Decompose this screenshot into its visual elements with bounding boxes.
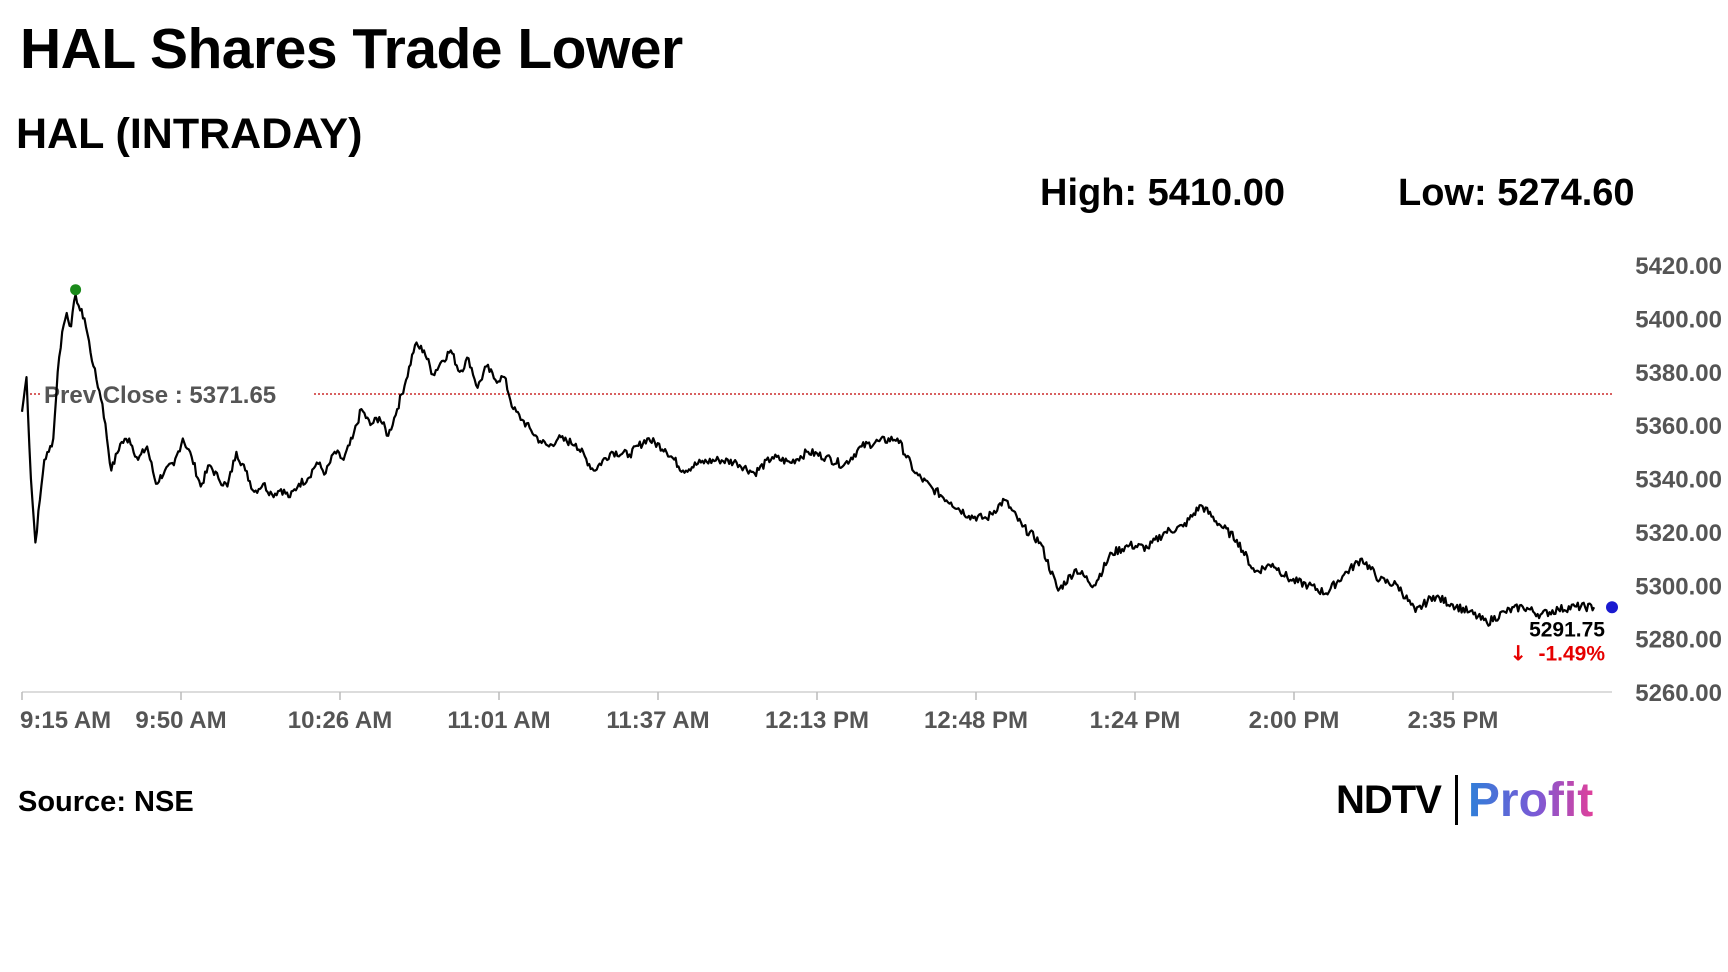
prev-close-label-bg — [40, 378, 312, 411]
x-tick-label: 11:01 AM — [447, 707, 550, 734]
day-low-label: Low: 5274.60 — [1398, 172, 1635, 214]
y-tick-label: 5340.00 — [1635, 467, 1722, 494]
down-arrow-icon: ↓ — [1509, 641, 1527, 665]
day-high-label: High: 5410.00 — [1040, 172, 1285, 214]
y-tick-label: 5360.00 — [1635, 413, 1722, 440]
y-tick-label: 5300.00 — [1635, 573, 1722, 600]
y-tick-label: 5400.00 — [1635, 306, 1722, 333]
brand-logo: NDTV Profit — [1336, 770, 1593, 830]
y-tick-label: 5260.00 — [1635, 680, 1722, 707]
x-tick-label: 12:13 PM — [765, 707, 869, 734]
y-tick-label: 5380.00 — [1635, 360, 1722, 387]
x-tick-label: 9:15 AM — [20, 707, 111, 734]
chart-title: HAL Shares Trade Lower — [20, 17, 683, 81]
x-tick-label: 9:50 AM — [135, 707, 226, 734]
x-tick-label: 11:37 AM — [606, 707, 709, 734]
brand-separator — [1454, 775, 1458, 825]
brand-ndtv-text: NDTV — [1336, 777, 1442, 822]
price-change-label: -1.49% — [1538, 642, 1605, 665]
prev-close-label: Prev Close : 5371.65 — [44, 382, 276, 409]
source-note: Source: NSE — [18, 786, 194, 818]
y-tick-label: 5420.00 — [1635, 253, 1722, 280]
x-tick-label: 2:00 PM — [1249, 707, 1340, 734]
y-tick-label: 5320.00 — [1635, 520, 1722, 547]
last-price-marker — [1606, 601, 1618, 614]
day-high-marker — [70, 284, 82, 296]
x-tick-label: 2:35 PM — [1408, 707, 1499, 734]
brand-profit-text: Profit — [1467, 773, 1594, 827]
price-series-line — [20, 293, 1596, 627]
y-tick-label: 5280.00 — [1635, 627, 1722, 654]
x-tick-label: 1:24 PM — [1090, 707, 1181, 734]
last-price-label: 5291.75 — [1529, 618, 1605, 641]
x-tick-label: 12:48 PM — [924, 707, 1028, 734]
chart-subtitle: HAL (INTRADAY) — [16, 110, 363, 158]
x-tick-label: 10:26 AM — [288, 707, 392, 734]
